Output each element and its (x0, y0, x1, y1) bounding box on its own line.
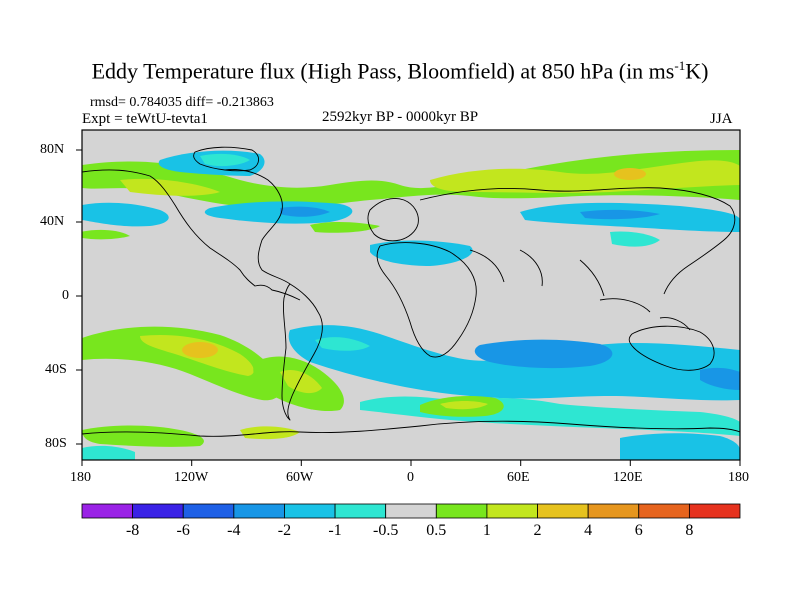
coast-eurasia (419, 187, 736, 295)
coast-greenland (193, 146, 259, 172)
period-label: 2592kyr BP - 0000kyr BP (322, 109, 479, 125)
coast-north-america-east (224, 169, 291, 285)
colorbar-box (81, 503, 134, 519)
band-china-negative (610, 231, 660, 247)
patch-antarctic-sw (82, 445, 135, 460)
colorbar-box (182, 503, 235, 519)
lon-tick-60w: 60W (286, 470, 314, 485)
coast-south-america (281, 283, 323, 421)
colorbar-label: 8 (685, 522, 694, 539)
band-north-positive (82, 150, 740, 209)
season-label: JJA (710, 111, 733, 127)
colorbar-box (486, 503, 538, 519)
coast-north-america-west (82, 169, 301, 301)
band-n-america-core (280, 206, 330, 217)
coast-europe (367, 198, 419, 242)
patch-pacific-positive (82, 229, 130, 240)
lat-tick-40s: 40S (45, 362, 67, 377)
colorbar-label: 0.5 (426, 522, 447, 539)
arctic-negative-core (200, 153, 250, 167)
band-north-peak (614, 168, 646, 180)
colorbar-label: -0.5 (373, 522, 399, 539)
coast-antarctica (82, 420, 740, 437)
lon-tick-120e: 120E (613, 470, 643, 485)
colorbar-box (688, 503, 741, 519)
band-s-america-core (280, 369, 322, 394)
map-title-superscript: -1 (674, 58, 686, 73)
colorbar-label: -4 (227, 522, 241, 539)
colorbar-label: -1 (328, 522, 342, 539)
band-s-pacific-positive (82, 326, 282, 401)
lat-tick-40n: 40N (40, 214, 65, 229)
band-n-pacific-negative (82, 202, 169, 227)
patch-antarctic-west-positive (82, 425, 204, 447)
colorbar-box (284, 503, 336, 519)
band-asia-core (580, 209, 660, 220)
colorbar-label: -8 (125, 522, 140, 539)
colorbar-box (587, 503, 640, 519)
colorbar-box (435, 503, 488, 519)
band-s-atlantic-light (315, 337, 370, 351)
map-title: Eddy Temperature flux (High Pass, Bloomf… (0, 58, 800, 84)
map-field (82, 130, 740, 460)
coastlines (82, 146, 740, 437)
lat-tick-80s: 80S (45, 436, 67, 451)
colorbar-box (537, 503, 589, 519)
lon-tick-180w: 180 (70, 470, 91, 485)
lon-tick-120w: 120W (174, 470, 209, 485)
experiment-label: Expt = teWtU-tevta1 (82, 111, 208, 127)
band-s-indian-core (474, 339, 613, 369)
colorbar-label: -2 (277, 522, 292, 539)
colorbar (81, 503, 741, 519)
lon-tick-60e: 60E (507, 470, 530, 485)
band-n-america-negative (204, 201, 353, 224)
colorbar-box (638, 503, 690, 519)
colorbar-box (334, 503, 387, 519)
map-title-unit: K) (685, 58, 709, 84)
band-southern-ocean-core (440, 401, 488, 410)
lon-tick-0: 0 (407, 470, 414, 485)
lon-tick-180e: 180 (728, 470, 749, 485)
map-tick-marks (76, 149, 741, 466)
band-north-core (430, 160, 740, 193)
coast-south-asia (469, 249, 605, 297)
lat-tick-0: 0 (62, 288, 69, 303)
colorbar-label: 6 (634, 522, 643, 539)
stats-label: rmsd= 0.784035 diff= -0.213863 (90, 95, 274, 110)
band-mediterranean-negative (370, 240, 473, 266)
colorbar-box (385, 503, 437, 519)
colorbar-label: 4 (584, 522, 593, 539)
band-s-pacific-peak (182, 342, 218, 358)
colorbar-label: 2 (533, 522, 542, 539)
lat-tick-80n: 80N (40, 142, 65, 157)
patch-antarctic-east-negative (620, 433, 740, 460)
coast-australia (628, 325, 715, 371)
coast-africa (376, 242, 477, 358)
colorbar-box (132, 503, 184, 519)
map-title-text: Eddy Temperature flux (High Pass, Bloomf… (91, 58, 675, 84)
band-north-atlantic (120, 178, 220, 196)
colorbar-label: -6 (176, 522, 190, 539)
colorbar-box (233, 503, 285, 519)
patch-atlantic-positive (310, 222, 380, 233)
band-s-pacific-east-core (700, 367, 740, 390)
colorbar-label: 1 (482, 522, 491, 539)
